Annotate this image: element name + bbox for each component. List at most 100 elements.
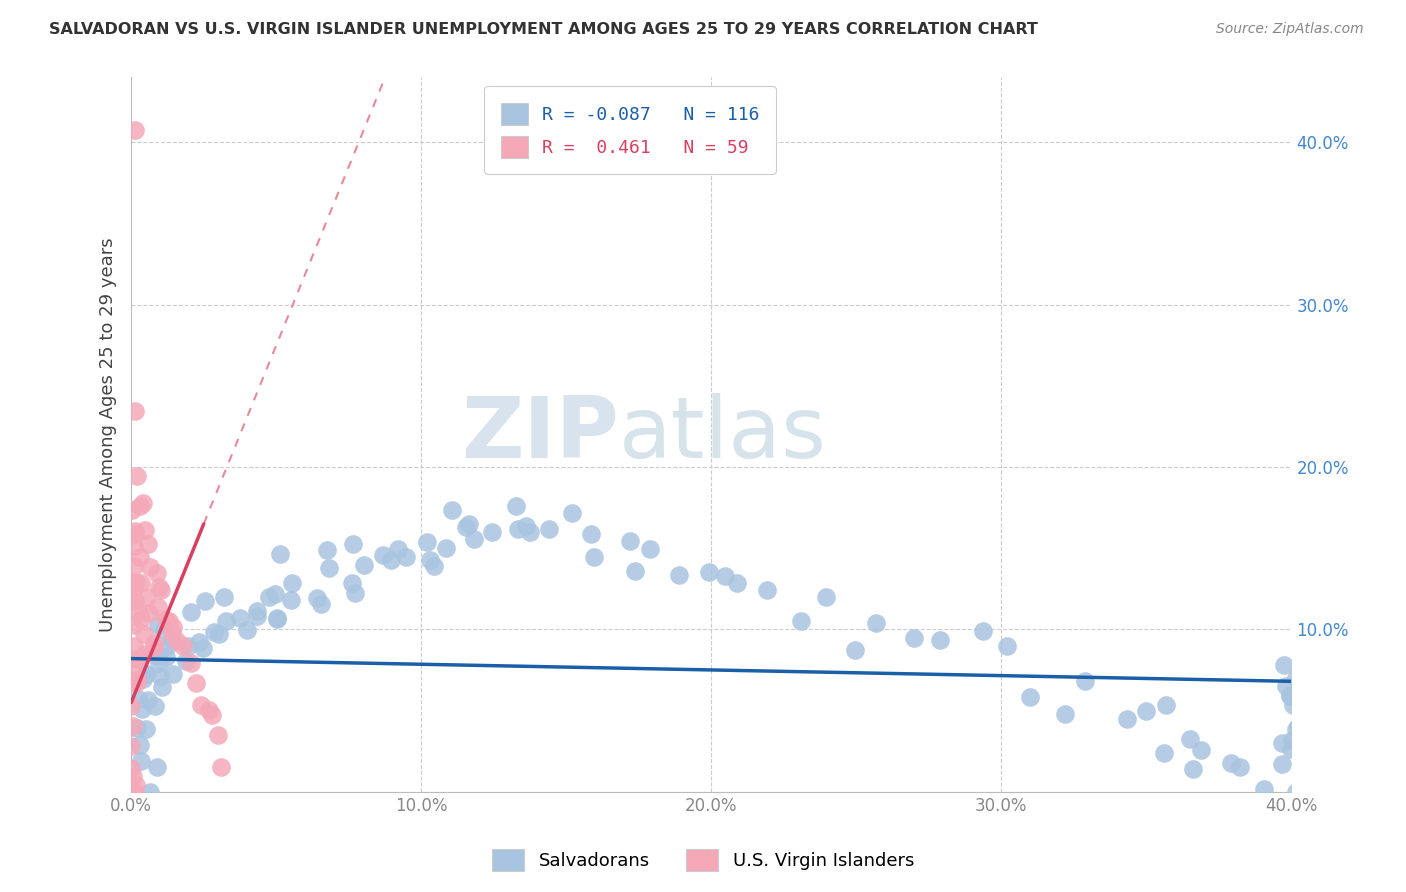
Legend: R = -0.087   N = 116, R =  0.461   N = 59: R = -0.087 N = 116, R = 0.461 N = 59 — [485, 87, 776, 174]
Point — [122, 769, 145, 783]
Point — [515, 519, 537, 533]
Point — [194, 594, 217, 608]
Point — [121, 575, 143, 590]
Point — [1219, 756, 1241, 771]
Point — [441, 503, 464, 517]
Point — [668, 567, 690, 582]
Point — [128, 500, 150, 514]
Point — [1074, 673, 1097, 688]
Point — [207, 728, 229, 742]
Point — [121, 503, 143, 517]
Point — [143, 640, 166, 655]
Point — [162, 633, 184, 648]
Point — [318, 561, 340, 575]
Point — [146, 649, 169, 664]
Point — [128, 605, 150, 619]
Point — [148, 600, 170, 615]
Point — [124, 526, 146, 541]
Point — [184, 676, 207, 690]
Point — [505, 499, 527, 513]
Point — [1181, 762, 1204, 776]
Point — [1279, 742, 1302, 756]
Point — [1282, 698, 1305, 712]
Point — [340, 575, 363, 590]
Point — [135, 666, 157, 681]
Point — [259, 590, 281, 604]
Point — [122, 785, 145, 799]
Point — [508, 522, 530, 536]
Point — [138, 537, 160, 551]
Point — [1285, 723, 1308, 737]
Point — [281, 576, 304, 591]
Point — [229, 611, 252, 625]
Point — [202, 624, 225, 639]
Point — [972, 624, 994, 639]
Point — [166, 634, 188, 648]
Point — [395, 549, 418, 564]
Point — [266, 611, 288, 625]
Point — [264, 587, 287, 601]
Point — [1115, 712, 1137, 726]
Point — [212, 591, 235, 605]
Point — [160, 626, 183, 640]
Point — [131, 755, 153, 769]
Point — [124, 403, 146, 417]
Point — [124, 524, 146, 538]
Y-axis label: Unemployment Among Ages 25 to 29 years: Unemployment Among Ages 25 to 29 years — [100, 237, 117, 632]
Point — [815, 590, 838, 604]
Point — [180, 605, 202, 619]
Point — [129, 738, 152, 752]
Point — [416, 535, 439, 549]
Point — [145, 566, 167, 580]
Point — [149, 668, 172, 682]
Point — [152, 624, 174, 638]
Point — [481, 525, 503, 540]
Point — [201, 707, 224, 722]
Point — [266, 612, 288, 626]
Point — [619, 533, 641, 548]
Point — [519, 524, 541, 539]
Point — [155, 614, 177, 628]
Point — [129, 550, 152, 565]
Point — [150, 680, 173, 694]
Point — [1229, 760, 1251, 774]
Point — [209, 760, 232, 774]
Point — [380, 553, 402, 567]
Text: ZIP: ZIP — [461, 393, 619, 476]
Point — [1278, 689, 1301, 703]
Text: atlas: atlas — [619, 393, 827, 476]
Point — [174, 655, 197, 669]
Point — [1286, 720, 1309, 734]
Point — [215, 614, 238, 628]
Point — [1278, 688, 1301, 702]
Point — [129, 650, 152, 665]
Point — [135, 666, 157, 681]
Point — [132, 672, 155, 686]
Point — [138, 606, 160, 620]
Point — [725, 576, 748, 591]
Point — [463, 532, 485, 546]
Point — [903, 631, 925, 645]
Point — [125, 575, 148, 590]
Legend: Salvadorans, U.S. Virgin Islanders: Salvadorans, U.S. Virgin Islanders — [485, 842, 921, 879]
Point — [139, 785, 162, 799]
Point — [246, 604, 269, 618]
Point — [120, 761, 142, 775]
Point — [127, 692, 149, 706]
Point — [1272, 657, 1295, 672]
Point — [190, 698, 212, 713]
Point — [353, 558, 375, 572]
Point — [138, 559, 160, 574]
Point — [423, 559, 446, 574]
Point — [309, 597, 332, 611]
Point — [125, 778, 148, 792]
Point — [583, 550, 606, 565]
Point — [122, 639, 145, 653]
Point — [127, 721, 149, 735]
Point — [1189, 743, 1212, 757]
Point — [122, 719, 145, 733]
Point — [129, 612, 152, 626]
Point — [122, 674, 145, 689]
Point — [928, 632, 950, 647]
Text: Source: ZipAtlas.com: Source: ZipAtlas.com — [1216, 22, 1364, 37]
